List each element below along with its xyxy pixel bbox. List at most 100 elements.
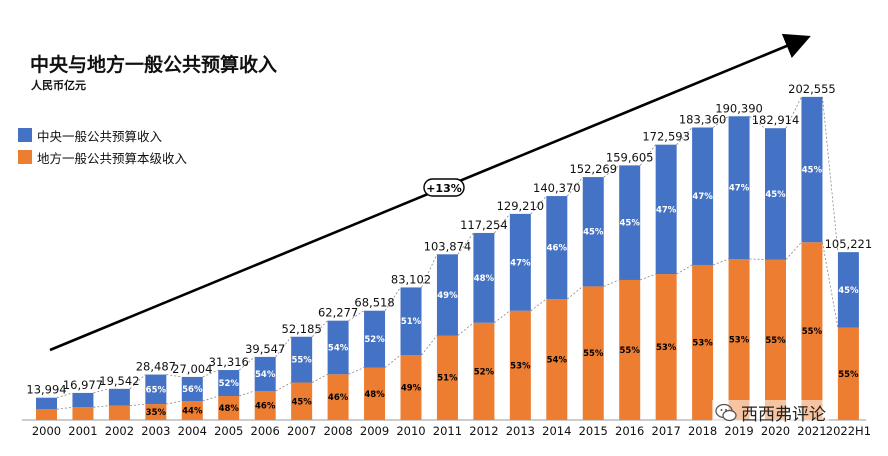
connector-total-2022H1 xyxy=(822,96,839,253)
share-label-central-2014: 46% xyxy=(547,244,568,254)
bar-local-2002 xyxy=(108,405,130,420)
bar-central-2000 xyxy=(36,397,57,410)
x-tick-label-2016: 2016 xyxy=(615,424,644,438)
connector-local-2014 xyxy=(530,298,547,312)
connector-total-2007 xyxy=(275,336,292,358)
connector-local-2015 xyxy=(567,286,584,300)
bar-local-2008 xyxy=(327,374,349,420)
total-label-2006: 39,547 xyxy=(245,342,285,356)
legend-label-local: 地方一般公共预算本级收入 xyxy=(37,150,188,166)
bar-central-2022H1 xyxy=(837,252,859,328)
bar-central-2008 xyxy=(327,320,349,375)
bar-central-2018 xyxy=(692,127,714,265)
x-tick-label-2007: 2007 xyxy=(287,424,316,438)
share-label-local-2020: 55% xyxy=(765,336,786,346)
share-label-central-2013: 47% xyxy=(510,258,531,268)
bar-local-2018 xyxy=(692,264,714,420)
share-label-central-2006: 54% xyxy=(255,370,276,380)
bar-local-2003 xyxy=(145,404,167,420)
connector-local-2008 xyxy=(311,373,328,383)
share-label-local-2008: 46% xyxy=(328,393,349,403)
legend-item-local: 地方一般公共预算本级收入 xyxy=(18,146,187,168)
connector-total-2020 xyxy=(749,115,766,129)
x-tick-label-2011: 2011 xyxy=(433,424,462,438)
total-label-2018: 183,360 xyxy=(679,112,727,126)
bar-central-2003 xyxy=(145,374,167,405)
connector-local-2009 xyxy=(348,367,365,375)
bar-central-2005 xyxy=(218,370,240,397)
x-tick-label-2008: 2008 xyxy=(323,424,352,438)
x-tick-label-2005: 2005 xyxy=(214,424,243,438)
total-label-2019: 190,390 xyxy=(715,101,763,115)
bar-local-2001 xyxy=(72,407,94,420)
total-label-2004: 27,004 xyxy=(172,362,212,376)
bar-central-2021 xyxy=(801,96,823,243)
x-tick-label-2003: 2003 xyxy=(141,424,170,438)
watermark-text: 西西弗评论 xyxy=(741,405,826,425)
share-label-central-2015: 45% xyxy=(583,228,604,238)
bar-local-2010 xyxy=(400,355,422,420)
bar-local-2021 xyxy=(801,242,823,420)
total-label-2002: 19,542 xyxy=(99,374,139,388)
bar-local-2013 xyxy=(509,310,531,420)
trend-badge: +13% xyxy=(423,178,465,197)
connector-total-2001 xyxy=(56,392,73,399)
share-label-central-2003: 65% xyxy=(146,385,167,395)
legend: 中央一般公共预算收入 地方一般公共预算本级收入 xyxy=(18,124,187,168)
x-tick-label-2017: 2017 xyxy=(652,424,681,438)
share-label-central-2008: 54% xyxy=(328,343,349,353)
legend-swatch-local xyxy=(18,150,32,164)
share-label-local-2012: 52% xyxy=(474,367,495,377)
bar-central-2010 xyxy=(400,287,422,356)
bar-central-2009 xyxy=(364,310,386,368)
share-label-central-2005: 52% xyxy=(219,379,240,389)
watermark: 西西弗评论 xyxy=(712,400,829,425)
share-label-central-2022H1: 45% xyxy=(838,286,859,296)
bar-central-2002 xyxy=(108,388,130,406)
connector-local-2005 xyxy=(202,395,219,402)
connector-total-2012 xyxy=(457,232,474,255)
x-tick-label-2013: 2013 xyxy=(506,424,535,438)
total-label-2015: 152,269 xyxy=(569,162,617,176)
share-label-local-2003: 35% xyxy=(146,408,167,418)
share-label-central-2021: 45% xyxy=(802,166,823,176)
connector-local-2022H1 xyxy=(822,242,839,328)
chart-unit: 人民币亿元 xyxy=(31,79,86,92)
x-tick-label-2019: 2019 xyxy=(724,424,753,438)
bar-local-2014 xyxy=(546,299,568,420)
connector-total-2002 xyxy=(93,388,110,394)
bar-local-2016 xyxy=(619,279,641,420)
bar-central-2007 xyxy=(291,336,313,383)
share-label-local-2007: 45% xyxy=(291,397,312,407)
connector-total-2009 xyxy=(348,310,365,321)
connector-local-2019 xyxy=(712,258,729,266)
x-tick-label-2018: 2018 xyxy=(688,424,717,438)
connector-local-2007 xyxy=(275,382,292,392)
total-label-2009: 68,518 xyxy=(354,296,394,310)
x-tick-label-2014: 2014 xyxy=(542,424,571,438)
wechat-icon xyxy=(715,403,737,421)
bar-central-2020 xyxy=(765,128,786,260)
connector-local-2003 xyxy=(129,403,146,407)
share-label-local-2015: 55% xyxy=(583,349,604,359)
connector-local-2018 xyxy=(676,264,693,275)
total-label-2005: 31,316 xyxy=(209,355,249,369)
x-tick-label-2010: 2010 xyxy=(396,424,425,438)
share-label-central-2012: 48% xyxy=(474,274,495,284)
total-label-2007: 52,185 xyxy=(282,322,322,336)
share-label-central-2007: 55% xyxy=(291,356,312,366)
bar-local-2007 xyxy=(291,382,313,420)
connector-local-2002 xyxy=(93,405,109,408)
share-label-local-2004: 44% xyxy=(182,407,203,417)
connector-total-2003 xyxy=(129,374,146,390)
total-label-2021: 202,555 xyxy=(788,82,836,96)
bar-central-2004 xyxy=(181,376,203,402)
connector-total-2017 xyxy=(639,144,656,166)
total-label-2008: 62,277 xyxy=(318,306,358,320)
connector-local-2011 xyxy=(421,335,438,356)
x-tick-label-2009: 2009 xyxy=(360,424,389,438)
connector-total-2019 xyxy=(712,115,729,128)
bar-central-2012 xyxy=(473,232,495,323)
bar-local-2011 xyxy=(436,335,458,420)
total-label-2017: 172,593 xyxy=(642,130,690,144)
